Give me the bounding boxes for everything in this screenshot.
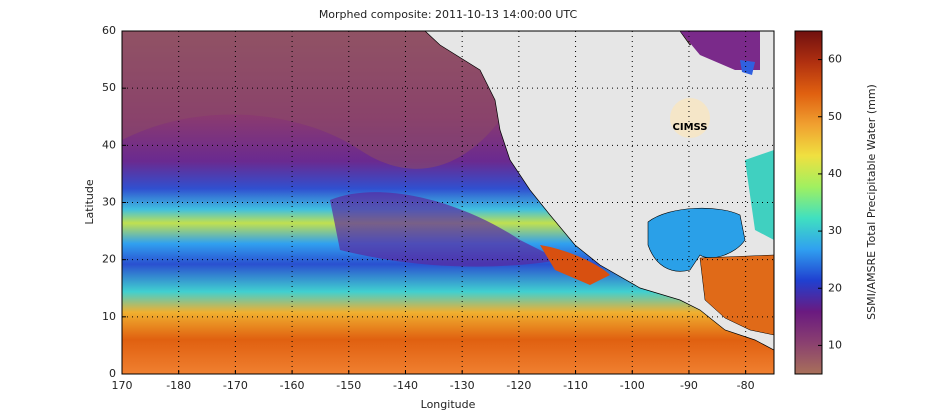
logo: CIMSS (670, 98, 710, 138)
colorbar-tick-label: 40 (828, 167, 842, 180)
colorbar-tick-label: 10 (828, 338, 842, 351)
x-tick-label: -150 (336, 379, 361, 392)
logo-text: CIMSS (673, 122, 708, 133)
x-tick-label: -130 (450, 379, 475, 392)
x-tick-label: -90 (680, 379, 698, 392)
colorbar-tick-label: 50 (828, 110, 842, 123)
x-tick-label: -100 (620, 379, 645, 392)
y-axis-label: Latitude (83, 179, 96, 225)
x-tick-label: -160 (280, 379, 305, 392)
x-tick-label: 170 (112, 379, 133, 392)
x-tick-label: -80 (737, 379, 755, 392)
title: Morphed composite: 2011-10-13 14:00:00 U… (319, 8, 578, 21)
colorbar-tick-label: 60 (828, 53, 842, 66)
colorbar (794, 30, 823, 375)
x-tick-label: -170 (223, 379, 248, 392)
colorbar-tick-label: 30 (828, 224, 842, 237)
x-tick-label: -120 (506, 379, 531, 392)
y-tick-label: 50 (102, 81, 116, 94)
x-tick-label: -140 (393, 379, 418, 392)
y-tick-label: 60 (102, 24, 116, 37)
y-tick-label: 30 (102, 196, 116, 209)
colorbar-label: SSMI/AMSRE Total Precipitable Water (mm) (865, 84, 878, 320)
y-tick-label: 10 (102, 310, 116, 323)
y-tick-label: 40 (102, 138, 116, 151)
y-tick-label: 20 (102, 253, 116, 266)
colorbar-tick-label: 20 (828, 281, 842, 294)
x-axis-label: Longitude (421, 398, 476, 411)
x-tick-label: -110 (563, 379, 588, 392)
ticks: 170 -180 -170 -160 -150 -140 -130 -120 -110 -100 -… (102, 24, 842, 392)
x-tick-label: -180 (166, 379, 191, 392)
y-tick-label: 0 (109, 367, 116, 380)
